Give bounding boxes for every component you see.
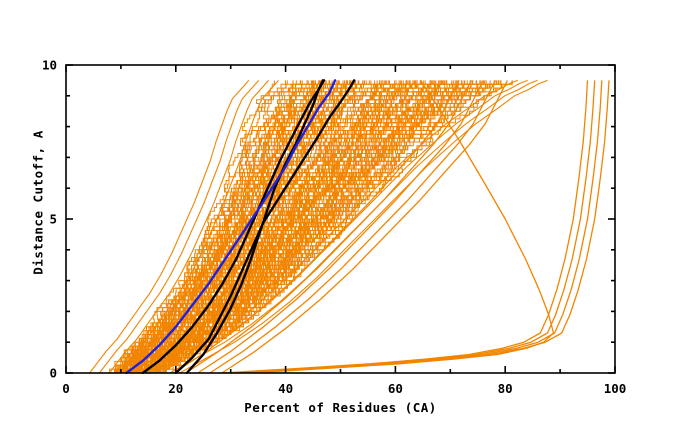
background-curve bbox=[131, 80, 364, 374]
bundle-edge-curve bbox=[99, 80, 260, 374]
outlier-curve bbox=[250, 80, 555, 374]
mask-left bbox=[0, 0, 66, 440]
black-highlight-curve bbox=[174, 79, 356, 375]
outlier-curves bbox=[89, 79, 610, 374]
background-curve bbox=[140, 80, 431, 374]
mask-bottom bbox=[0, 374, 680, 440]
bundle-edge-curve bbox=[169, 79, 538, 374]
axis-frame: 0 20 40 60 80 100 0 5 10 bbox=[42, 58, 626, 397]
background-curve-bundle bbox=[109, 80, 513, 374]
bundle-edge-curve bbox=[179, 79, 548, 374]
outlier-curve bbox=[221, 80, 508, 374]
x-tick-label: 40 bbox=[278, 381, 293, 396]
background-curve bbox=[132, 80, 396, 374]
bundle-edge-curve bbox=[108, 80, 270, 374]
y-axis-label: Distance Cutoff, A bbox=[30, 130, 46, 275]
black-highlight-curve bbox=[141, 79, 326, 375]
background-curve bbox=[156, 80, 513, 374]
bundle-edge-curve bbox=[149, 79, 518, 374]
bundle-edge-curve bbox=[159, 79, 528, 374]
background-curve bbox=[150, 80, 448, 374]
background-curve bbox=[114, 80, 316, 374]
background-curve bbox=[115, 80, 327, 374]
background-curve bbox=[157, 80, 502, 374]
bundle-edge-curve bbox=[89, 80, 250, 374]
x-tick-label: 80 bbox=[498, 381, 513, 396]
bundle-edge-curve bbox=[118, 80, 279, 374]
y-tick-label: 5 bbox=[49, 212, 57, 227]
outlier-curve bbox=[197, 80, 484, 374]
x-tick-label: 100 bbox=[604, 381, 627, 396]
outlier-curve bbox=[209, 80, 496, 374]
x-tick-label: 20 bbox=[168, 381, 183, 396]
outlier-curve bbox=[173, 80, 460, 374]
blue-highlight-curve bbox=[125, 79, 337, 375]
mask-top bbox=[0, 0, 680, 65]
highlight-curves bbox=[125, 79, 356, 375]
background-curve bbox=[138, 80, 442, 374]
x-axis-label: Percent of Residues (CA) bbox=[244, 400, 437, 415]
y-tick-label: 0 bbox=[49, 366, 57, 381]
background-curve bbox=[122, 80, 381, 374]
background-curve bbox=[111, 80, 303, 374]
background-curve bbox=[161, 80, 499, 374]
mask-right bbox=[616, 0, 680, 440]
background-curve bbox=[109, 80, 275, 374]
x-tick-label: 0 bbox=[62, 381, 70, 396]
x-tick-label: 60 bbox=[388, 381, 403, 396]
black-highlight-curve bbox=[185, 79, 325, 375]
y-tick-label: 10 bbox=[42, 58, 57, 73]
